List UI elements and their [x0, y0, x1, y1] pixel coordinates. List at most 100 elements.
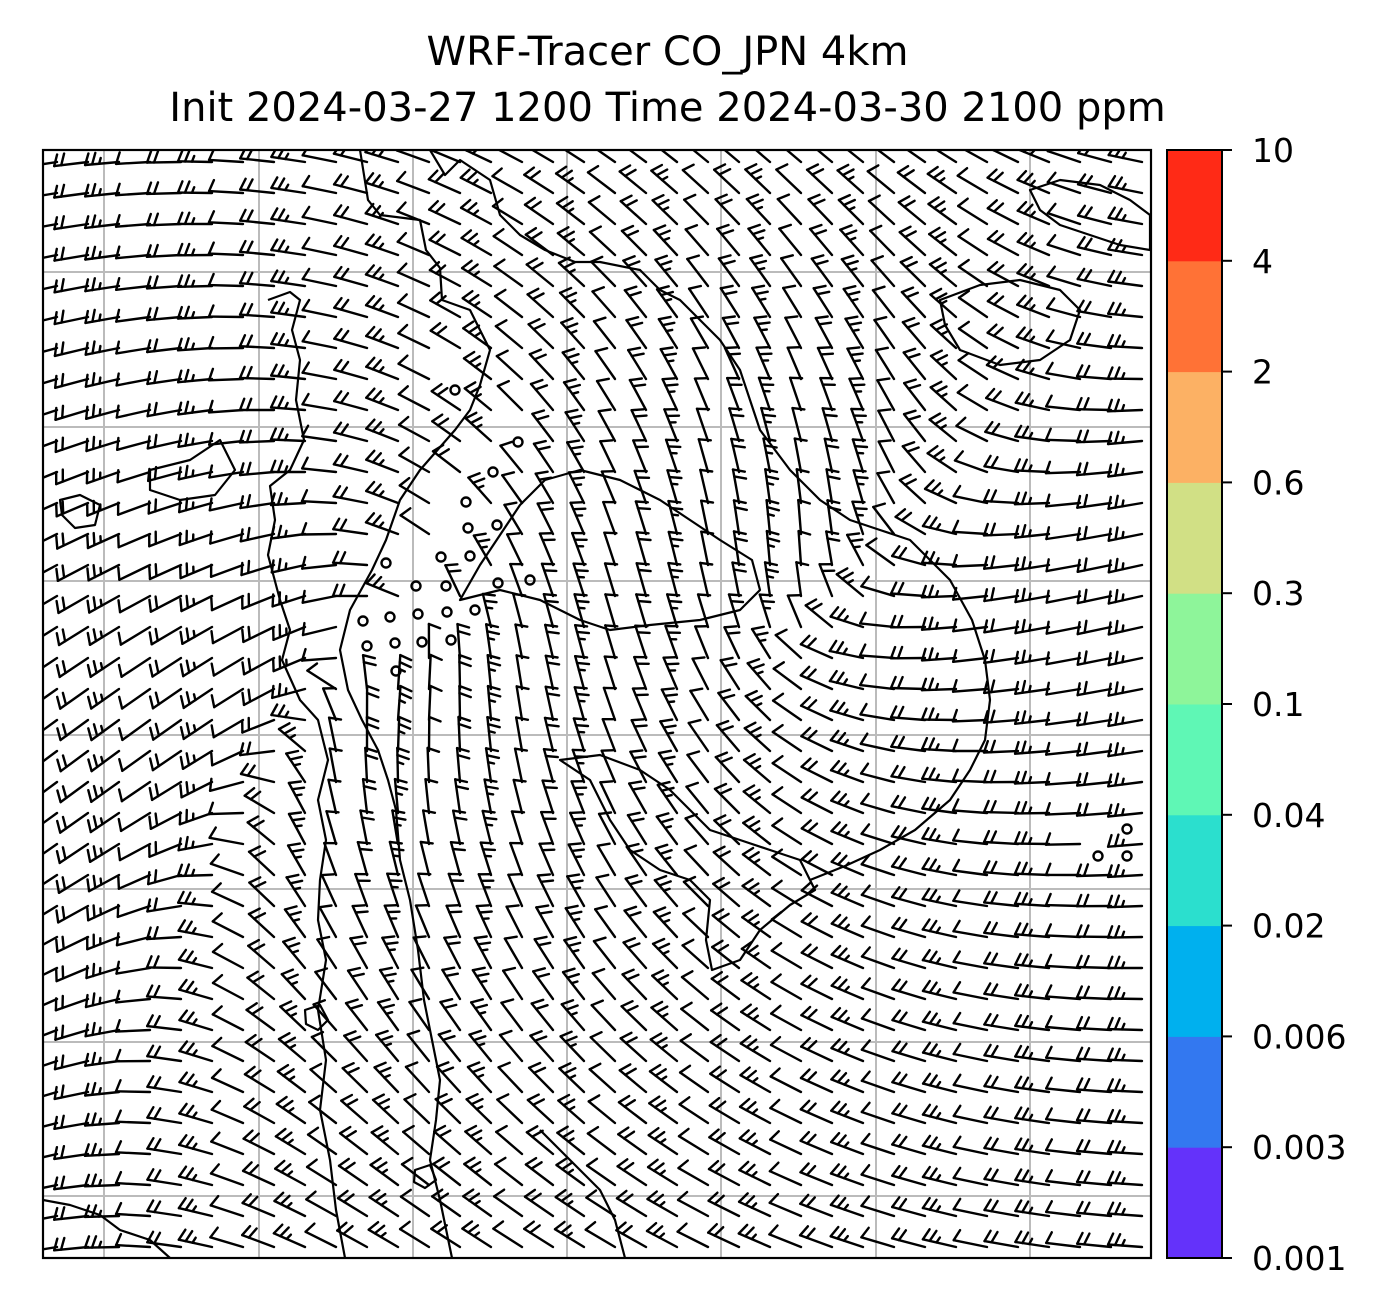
wind-barb — [603, 562, 619, 598]
wind-barb — [708, 1128, 741, 1156]
wind-barb — [43, 873, 59, 886]
wind-barb — [305, 1190, 338, 1218]
wind-barb — [859, 702, 896, 722]
wind-barb — [1107, 711, 1144, 728]
wind-barb — [207, 431, 245, 446]
wind-barb — [373, 1061, 400, 1094]
wind-barb — [177, 400, 214, 416]
wind-barb — [554, 165, 586, 195]
wind-barb — [807, 193, 834, 226]
wind-barb — [680, 970, 710, 1001]
wind-barb — [55, 842, 90, 865]
wind-barb — [1044, 460, 1082, 475]
wind-barb — [1016, 200, 1051, 226]
wind-barb — [1106, 1232, 1144, 1249]
wind-barb — [285, 873, 307, 908]
wind-barb — [285, 749, 307, 784]
wind-barb — [891, 545, 927, 567]
wind-barb — [659, 150, 679, 164]
wind-barb — [657, 749, 679, 784]
wind-barb — [739, 1034, 772, 1063]
wind-barb — [1016, 231, 1051, 257]
wind-barb — [397, 323, 431, 350]
wind-barb — [270, 703, 307, 722]
wind-barb — [114, 151, 152, 166]
wind-barb — [591, 286, 617, 319]
wind-barb — [951, 768, 989, 784]
wind-barb — [53, 1236, 90, 1252]
wind-barb — [921, 766, 958, 784]
calm-wind-marker — [464, 550, 476, 562]
wind-barb — [209, 1226, 245, 1249]
wind-barb — [116, 532, 152, 549]
wind-barb — [55, 873, 90, 894]
wind-barb — [43, 315, 59, 322]
wind-barb — [780, 254, 803, 288]
wind-barb — [625, 316, 648, 350]
wind-barb — [370, 1125, 400, 1156]
wind-barb — [241, 625, 276, 644]
wind-barb — [1075, 893, 1113, 908]
wind-barb — [860, 1070, 896, 1094]
wind-barb — [840, 254, 865, 288]
wind-barb — [566, 439, 586, 474]
wind-barb — [1016, 263, 1051, 288]
wind-barb — [270, 524, 307, 540]
wind-barb — [556, 1125, 586, 1156]
wind-barb — [681, 163, 710, 195]
wind-barb — [951, 553, 989, 568]
wind-barb — [53, 341, 90, 358]
wind-barb — [1107, 237, 1144, 257]
wind-barb — [648, 1095, 679, 1125]
wind-barb — [84, 403, 121, 420]
wind-barb — [1045, 711, 1082, 726]
wind-barb — [837, 193, 865, 226]
wind-barb — [596, 842, 617, 877]
wind-barb — [503, 935, 524, 970]
wind-barb — [921, 949, 958, 970]
wind-barb — [498, 1029, 524, 1063]
wind-barb — [691, 656, 710, 691]
wind-barb — [982, 739, 1020, 754]
wind-barb — [921, 1134, 958, 1156]
wind-barb — [210, 1131, 245, 1156]
wind-barb — [646, 1190, 679, 1218]
wind-barb — [599, 439, 617, 474]
wind-barb — [1013, 458, 1051, 474]
wind-barb — [676, 1190, 710, 1218]
calm-wind-marker — [491, 519, 503, 531]
wind-barb — [117, 594, 152, 614]
wind-barb — [719, 284, 741, 319]
map-title-line-2: Init 2024-03-27 1200 Time 2024-03-30 210… — [169, 85, 1166, 131]
wind-barb — [533, 935, 555, 970]
wind-barb — [1076, 235, 1113, 257]
wind-barb — [1107, 742, 1144, 758]
wind-barb — [86, 531, 121, 550]
wind-barb — [860, 575, 896, 598]
wind-barb — [570, 780, 588, 815]
wind-barb — [771, 755, 803, 784]
wind-barb — [43, 439, 59, 448]
wind-barb — [829, 1225, 865, 1249]
wind-barb — [683, 193, 710, 226]
wind-barb — [523, 1220, 555, 1249]
wind-barb — [1016, 294, 1051, 319]
wind-barb — [860, 1039, 896, 1063]
wind-barb — [1045, 361, 1082, 381]
wind-barb — [85, 499, 121, 517]
wind-barb — [146, 1105, 183, 1125]
wind-barb — [83, 1142, 121, 1158]
wind-barb — [618, 164, 648, 195]
wind-barb — [269, 459, 307, 474]
wind-barb — [148, 687, 183, 710]
wind-barb — [331, 583, 369, 598]
wind-barb — [737, 1192, 772, 1218]
wind-barb — [983, 1105, 1020, 1125]
wind-barb — [532, 439, 555, 474]
wind-barb — [1106, 1016, 1144, 1032]
wind-barb — [1076, 619, 1113, 636]
wind-barb — [898, 225, 927, 257]
wind-barb — [1044, 1045, 1082, 1063]
wind-barb — [365, 418, 400, 443]
wind-barb — [952, 484, 989, 505]
